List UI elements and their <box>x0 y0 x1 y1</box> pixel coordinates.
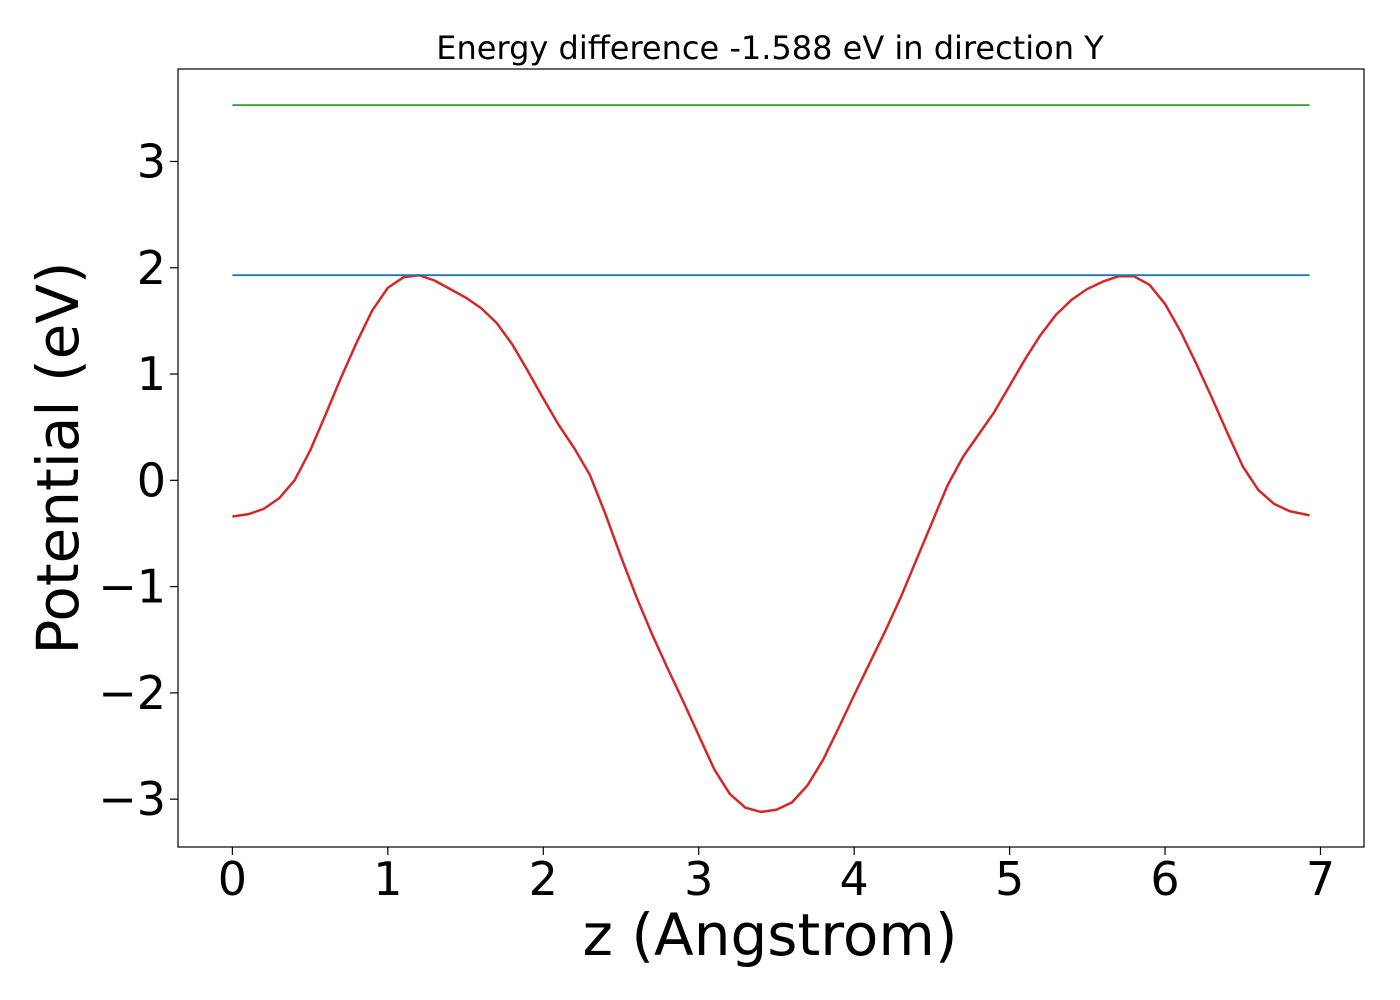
x-tick-label: 2 <box>529 852 558 906</box>
y-axis-label: Potential (eV) <box>24 261 92 654</box>
y-tick-label: −3 <box>98 772 166 826</box>
plot-frame <box>177 68 1365 848</box>
x-tick-label: 5 <box>995 852 1024 906</box>
y-tick-label: −1 <box>98 560 166 614</box>
x-tick-label: 6 <box>1150 852 1179 906</box>
y-tick-label: −2 <box>98 666 166 720</box>
y-tick-label: 0 <box>137 453 166 507</box>
x-tick-label: 7 <box>1306 852 1335 906</box>
chart-title: Energy difference -1.588 eV in direction… <box>436 29 1104 67</box>
x-axis-label: z (Angstrom) <box>583 901 958 969</box>
x-tick-label: 1 <box>373 852 402 906</box>
series-line-0 <box>232 273 1310 814</box>
y-tick-label: 3 <box>137 134 166 188</box>
x-axis: 0 1 2 3 4 5 6 7 <box>218 847 1335 906</box>
x-tick-label: 4 <box>840 852 869 906</box>
y-tick-label: 1 <box>137 347 166 401</box>
y-axis: −3 −2 −1 0 1 2 3 <box>98 134 178 826</box>
y-tick-label: 2 <box>137 241 166 295</box>
x-tick-label: 3 <box>684 852 713 906</box>
x-tick-label: 0 <box>218 852 247 906</box>
series-layer <box>232 104 1310 814</box>
